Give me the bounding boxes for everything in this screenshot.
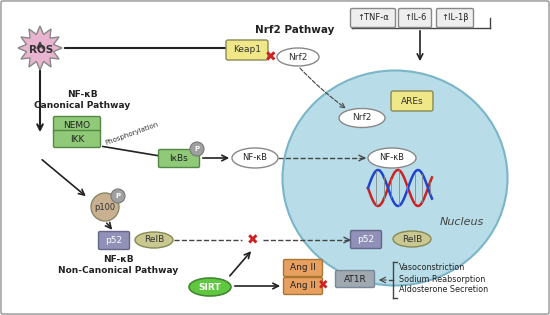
FancyBboxPatch shape	[226, 40, 268, 60]
Ellipse shape	[189, 278, 231, 296]
Ellipse shape	[135, 232, 173, 248]
Text: Ang II: Ang II	[290, 264, 316, 272]
Text: P: P	[116, 193, 120, 199]
Text: p52: p52	[358, 235, 375, 244]
FancyBboxPatch shape	[158, 150, 200, 168]
FancyBboxPatch shape	[98, 232, 129, 249]
Text: Sodium Reabsorption: Sodium Reabsorption	[399, 274, 485, 284]
FancyBboxPatch shape	[437, 9, 474, 27]
Text: RelB: RelB	[402, 234, 422, 243]
Ellipse shape	[393, 231, 431, 247]
Ellipse shape	[232, 148, 278, 168]
Text: Aldosterone Secretion: Aldosterone Secretion	[399, 285, 488, 295]
Text: ↑TNF-α: ↑TNF-α	[357, 14, 389, 22]
Text: Vasoconstriction: Vasoconstriction	[399, 264, 465, 272]
Text: IKK: IKK	[70, 135, 84, 144]
FancyBboxPatch shape	[53, 130, 101, 147]
FancyBboxPatch shape	[283, 260, 322, 277]
Text: NF-κB
Non-Canonical Pathway: NF-κB Non-Canonical Pathway	[58, 255, 178, 275]
FancyBboxPatch shape	[399, 9, 432, 27]
Text: NEMO: NEMO	[63, 121, 91, 129]
FancyArrowPatch shape	[300, 68, 345, 108]
Text: ✖: ✖	[247, 233, 259, 247]
Text: RelB: RelB	[144, 236, 164, 244]
Text: Nrf2: Nrf2	[353, 113, 372, 123]
Ellipse shape	[277, 48, 319, 66]
FancyBboxPatch shape	[350, 9, 395, 27]
Text: Keap1: Keap1	[233, 45, 261, 54]
Ellipse shape	[283, 71, 508, 285]
Circle shape	[91, 193, 119, 221]
Text: P: P	[195, 146, 200, 152]
Text: Phosphorylation: Phosphorylation	[104, 121, 160, 146]
Text: Nucleus: Nucleus	[440, 217, 484, 227]
Text: Nrf2: Nrf2	[288, 53, 307, 61]
Polygon shape	[18, 26, 62, 70]
Text: p100: p100	[95, 203, 116, 211]
Text: SIRT: SIRT	[199, 283, 221, 291]
Text: ↑IL-6: ↑IL-6	[404, 14, 426, 22]
Text: NF-κB: NF-κB	[243, 153, 267, 163]
FancyBboxPatch shape	[350, 231, 382, 249]
Text: Ang II: Ang II	[290, 282, 316, 290]
Text: NF-κB: NF-κB	[379, 153, 404, 163]
Text: ↑IL-1β: ↑IL-1β	[441, 14, 469, 22]
Text: NF-κB
Canonical Pathway: NF-κB Canonical Pathway	[34, 90, 130, 110]
Ellipse shape	[339, 108, 385, 128]
Text: Nrf2 Pathway: Nrf2 Pathway	[255, 25, 335, 35]
Circle shape	[111, 189, 125, 203]
Text: AREs: AREs	[401, 96, 424, 106]
Circle shape	[190, 142, 204, 156]
Text: ✖: ✖	[318, 278, 328, 291]
FancyBboxPatch shape	[336, 271, 375, 288]
FancyBboxPatch shape	[53, 117, 101, 134]
Text: AT1R: AT1R	[344, 274, 366, 284]
Text: IκBs: IκBs	[169, 154, 188, 163]
FancyBboxPatch shape	[283, 278, 322, 295]
Ellipse shape	[368, 148, 416, 168]
Text: ✖: ✖	[265, 50, 277, 64]
FancyBboxPatch shape	[391, 91, 433, 111]
Text: p52: p52	[106, 236, 123, 245]
Text: ROS: ROS	[29, 45, 53, 55]
